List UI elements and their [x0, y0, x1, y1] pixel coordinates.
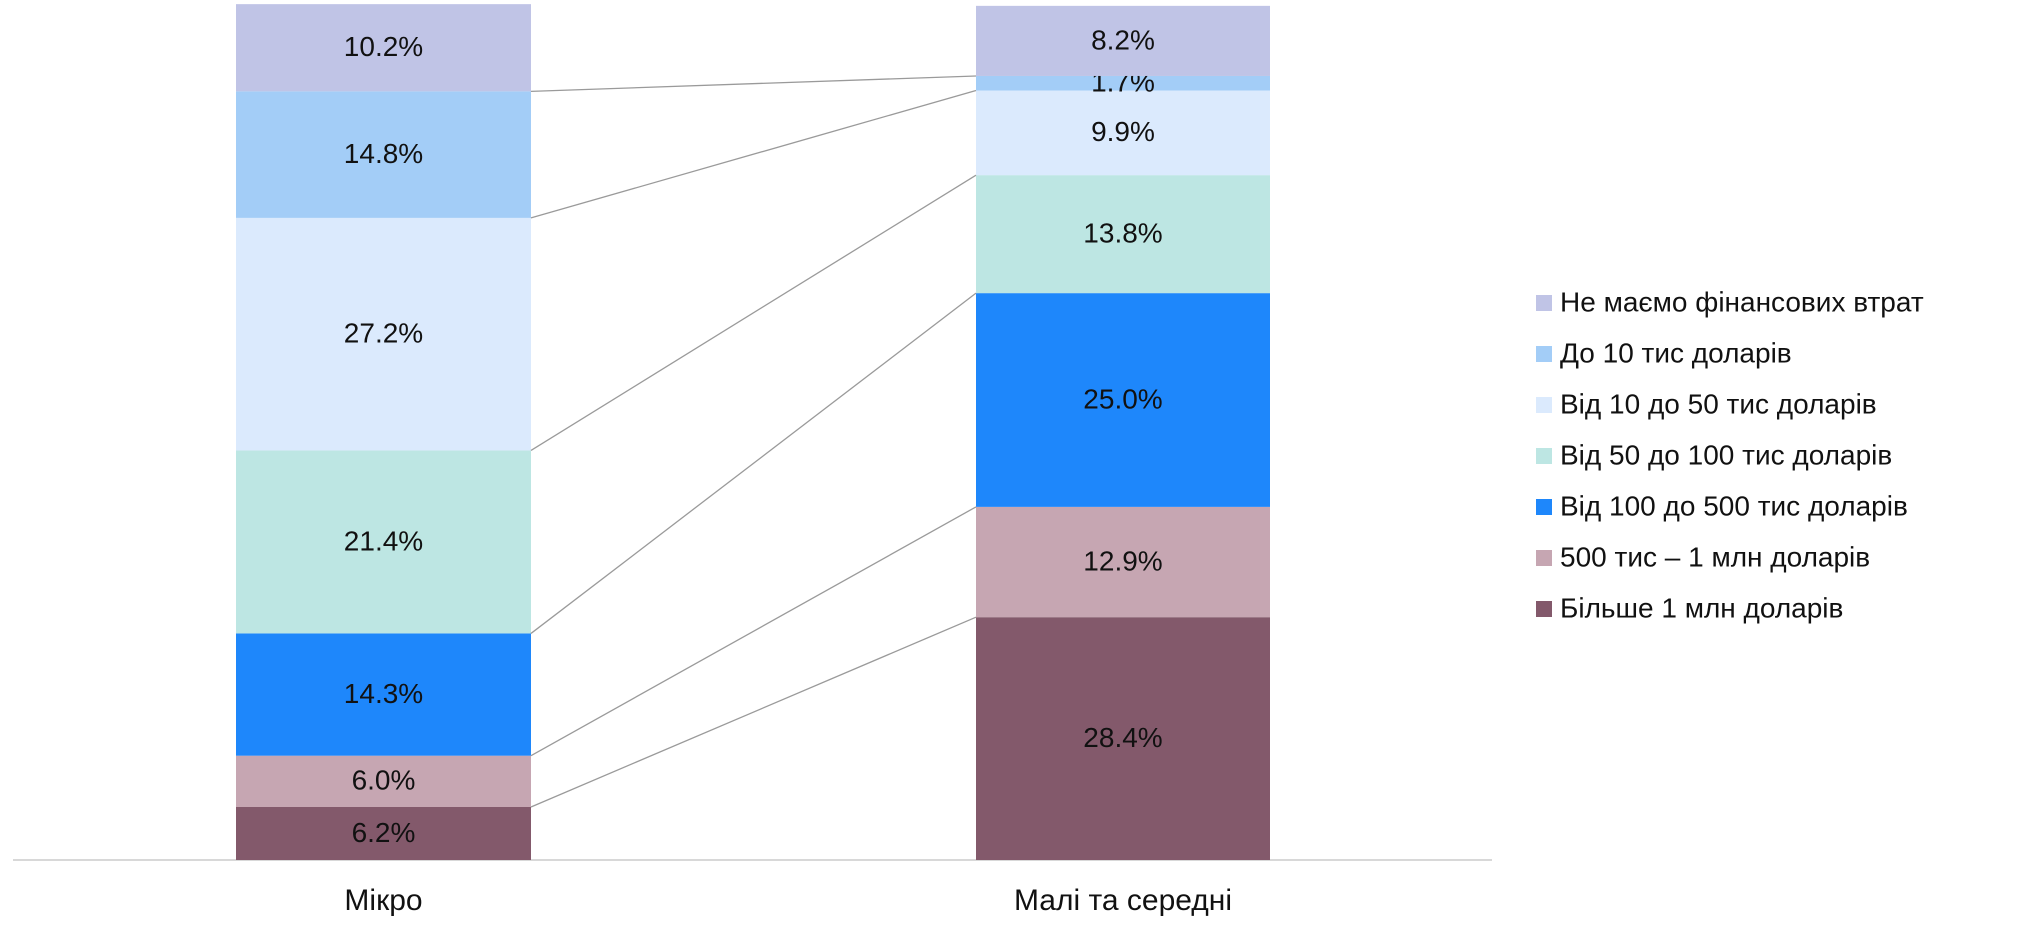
- x-tick-label: Малі та середні: [1014, 884, 1232, 917]
- legend-swatch: [1536, 448, 1552, 464]
- connector-line: [530, 506, 977, 757]
- bar-segment: [976, 90, 1270, 176]
- legend-label: Від 100 до 500 тис доларів: [1560, 490, 1908, 521]
- legend-label: Від 50 до 100 тис доларів: [1560, 439, 1892, 470]
- connector-line: [530, 616, 977, 808]
- bar-segment: [236, 91, 531, 218]
- bar-segment: [236, 755, 531, 807]
- connector-line: [530, 75, 977, 93]
- legend-label: Від 10 до 50 тис доларів: [1560, 388, 1877, 419]
- bar-segment: [976, 175, 1270, 294]
- connector-line: [530, 292, 977, 634]
- bar-segment: [236, 806, 531, 860]
- bar-segment: [236, 633, 531, 756]
- legend-swatch: [1536, 295, 1552, 311]
- bar-segment: [976, 75, 1270, 91]
- legend-swatch: [1536, 397, 1552, 413]
- data-label: 28.4%: [1083, 722, 1162, 753]
- bar-segment: [976, 617, 1270, 860]
- legend-label: До 10 тис доларів: [1560, 337, 1792, 368]
- connector-line: [530, 174, 977, 452]
- legend-swatch: [1536, 601, 1552, 617]
- data-label: 12.9%: [1083, 545, 1162, 576]
- legend-label: Не маємо фінансових втрат: [1560, 286, 1924, 317]
- data-label: 13.8%: [1083, 218, 1162, 249]
- bar-segment: [976, 293, 1270, 507]
- data-label: 9.9%: [1091, 116, 1155, 147]
- legend-swatch: [1536, 550, 1552, 566]
- legend-label: Більше 1 млн доларів: [1560, 592, 1843, 623]
- legend-label: 500 тис – 1 млн доларів: [1560, 541, 1870, 572]
- bar-segment: [976, 506, 1270, 618]
- legend-swatch: [1536, 346, 1552, 362]
- data-label: 10.2%: [344, 31, 423, 62]
- data-label: 6.0%: [352, 765, 416, 796]
- data-label: 6.2%: [352, 817, 416, 848]
- bar-segment: [236, 217, 531, 451]
- x-tick-label: Мікро: [344, 884, 422, 917]
- data-label: 14.8%: [344, 138, 423, 169]
- data-label: 25.0%: [1083, 383, 1162, 414]
- bar-segment: [236, 450, 531, 634]
- data-label: 8.2%: [1091, 24, 1155, 55]
- bar-segment: [976, 5, 1270, 76]
- data-label: 14.3%: [344, 678, 423, 709]
- connector-line: [530, 89, 977, 219]
- bar-segment: [236, 4, 531, 92]
- legend-swatch: [1536, 499, 1552, 515]
- data-label: 21.4%: [344, 525, 423, 556]
- data-label: 27.2%: [344, 318, 423, 349]
